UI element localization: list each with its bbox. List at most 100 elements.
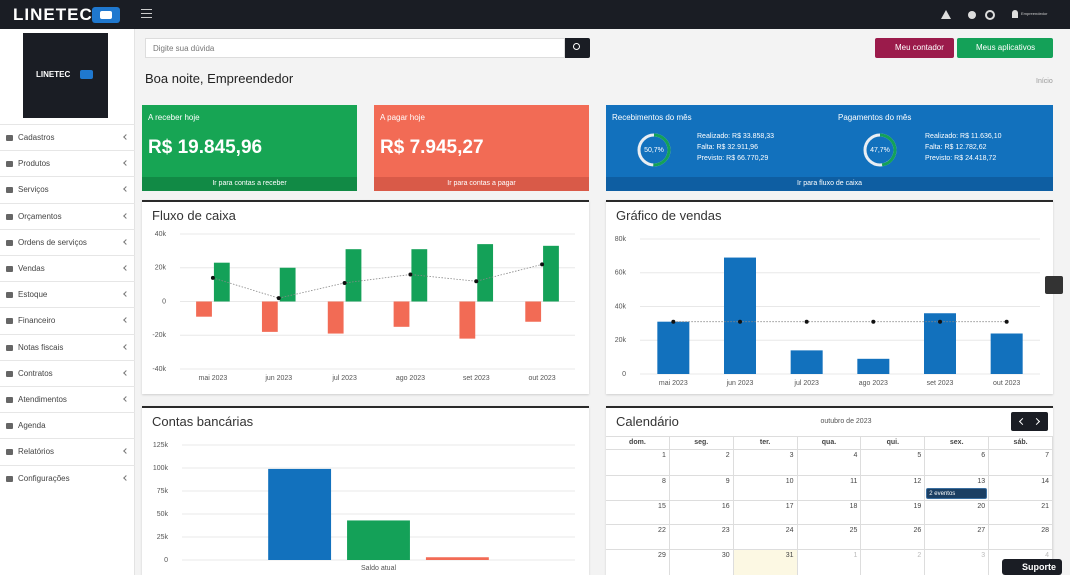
- day-cell[interactable]: 3: [733, 450, 798, 476]
- bar: [279, 267, 296, 302]
- day-cell[interactable]: 1: [606, 450, 670, 476]
- menu-label[interactable]: Agenda: [18, 421, 46, 431]
- card-title: A pagar hoje: [380, 113, 425, 122]
- menu-item[interactable]: Produtos: [0, 150, 135, 176]
- day-cell[interactable]: 17: [733, 501, 798, 525]
- y-tick-label: 125k: [153, 442, 169, 449]
- day-cell[interactable]: 18: [797, 501, 862, 525]
- donut-arc: [637, 133, 671, 167]
- donut-label: 47,7%: [870, 147, 890, 154]
- menu-icon: [6, 475, 13, 482]
- day-cell[interactable]: 13: [925, 476, 990, 501]
- menu-label[interactable]: Ordens de serviços: [18, 237, 87, 247]
- bar: [327, 301, 344, 334]
- event[interactable]: 2 eventos: [926, 488, 988, 499]
- day-cell[interactable]: 21: [989, 501, 1053, 525]
- day-cell[interactable]: 5: [861, 450, 926, 476]
- topbar-icons[interactable]: [940, 8, 1000, 22]
- point: [1004, 319, 1009, 324]
- accounts-panel: Contas bancárias 125k 100k 75k 50k 25k 0 Saldo…: [142, 406, 589, 575]
- side-toggle[interactable]: [1045, 276, 1063, 294]
- point: [871, 319, 876, 324]
- menu-item[interactable]: Notas fiscais: [0, 333, 135, 360]
- day-cell[interactable]: 16: [669, 501, 734, 525]
- search-button[interactable]: [565, 38, 590, 58]
- day-cell[interactable]: 14: [989, 476, 1053, 501]
- day-cell[interactable]: 27: [925, 525, 990, 550]
- menu-item[interactable]: Relatórios: [0, 438, 135, 464]
- day-cell[interactable]: 11: [797, 476, 862, 501]
- calendar-nav[interactable]: [1011, 412, 1048, 431]
- group-line: Falta: R$ 32.911,96: [697, 144, 758, 151]
- cashflow-chart: 40k 20k 0 -20k -40k mai 2023 jun 2023 jul 2023 a…: [152, 231, 575, 382]
- day-cell[interactable]: 26: [861, 525, 926, 550]
- day-cell[interactable]: 29: [606, 550, 670, 575]
- day-cell[interactable]: 7: [989, 450, 1053, 476]
- bar: [261, 301, 278, 332]
- user-name[interactable]: Empreendedor: [1021, 11, 1048, 16]
- day-cell[interactable]: 3: [925, 550, 990, 575]
- day-cell[interactable]: 2: [861, 550, 926, 575]
- menu-toggle[interactable]: [141, 9, 152, 18]
- day-cell[interactable]: 23: [669, 525, 734, 550]
- day-cell[interactable]: 15: [606, 501, 670, 525]
- day-cell[interactable]: 4: [797, 450, 862, 476]
- menu-item[interactable]: Configurações: [0, 464, 135, 491]
- menu-label[interactable]: Orçamentos: [18, 211, 62, 221]
- group-line: Realizado: R$ 11.636,10: [925, 133, 1002, 140]
- day-cell[interactable]: 12: [861, 476, 926, 501]
- menu-label[interactable]: Relatórios: [18, 447, 55, 457]
- menu-label[interactable]: Vendas: [18, 264, 45, 273]
- menu-label[interactable]: Estoque: [18, 290, 48, 300]
- menu-item[interactable]: Atendimentos: [0, 386, 135, 412]
- apps-button[interactable]: Meus aplicativos: [957, 38, 1053, 58]
- x-tick-label: out 2023: [993, 380, 1020, 387]
- menu-item[interactable]: Agenda: [0, 412, 135, 438]
- day-cell[interactable]: 30: [670, 550, 734, 575]
- day-cell[interactable]: 6: [925, 450, 990, 476]
- menu-label[interactable]: Cadastros: [18, 133, 55, 142]
- menu-label[interactable]: Contratos: [18, 368, 53, 378]
- menu-item[interactable]: Contratos: [0, 359, 135, 386]
- day-cell[interactable]: 2: [669, 450, 734, 476]
- menu-item[interactable]: Cadastros: [0, 124, 135, 150]
- y-tick-label: -40k: [152, 366, 166, 373]
- menu-item[interactable]: Ordens de serviços: [0, 228, 135, 255]
- menu-item[interactable]: Vendas: [0, 255, 135, 281]
- card-link[interactable]: Ir para contas a pagar: [374, 177, 589, 191]
- day-cell[interactable]: 25: [797, 525, 862, 550]
- day-cell[interactable]: 10: [733, 476, 798, 501]
- support-button[interactable]: Suporte: [1002, 559, 1062, 575]
- menu-icon: [6, 370, 13, 377]
- menu-item[interactable]: Financeiro: [0, 307, 135, 333]
- day-cell[interactable]: 20: [925, 501, 990, 525]
- menu-chevron: [123, 212, 129, 219]
- menu-item[interactable]: Orçamentos: [0, 202, 135, 229]
- menu-label[interactable]: Serviços: [18, 185, 49, 195]
- card-link[interactable]: Ir para fluxo de caixa: [606, 177, 1053, 191]
- menu-label[interactable]: Configurações: [18, 473, 70, 483]
- day-cell[interactable]: 28: [989, 525, 1053, 550]
- bar: [543, 245, 559, 302]
- day-cell[interactable]: 1: [798, 550, 862, 575]
- menu-item[interactable]: Estoque: [0, 281, 135, 307]
- day-cell[interactable]: 24: [733, 525, 798, 550]
- search-input[interactable]: Digite sua dúvida: [145, 38, 565, 58]
- menu-label[interactable]: Financeiro: [18, 316, 56, 326]
- card-link[interactable]: Ir para contas a receber: [142, 177, 357, 191]
- day-cell[interactable]: 31: [733, 550, 798, 575]
- day-cell[interactable]: 8: [606, 476, 670, 501]
- day-cell[interactable]: 9: [669, 476, 734, 501]
- menu-label[interactable]: Notas fiscais: [18, 342, 64, 352]
- day-cell[interactable]: 19: [861, 501, 926, 525]
- user-icon[interactable]: [1012, 10, 1018, 18]
- bar: [790, 350, 823, 374]
- accountant-button[interactable]: Meu contador: [875, 38, 954, 58]
- y-tick-label: 50k: [157, 511, 169, 518]
- menu-chevron: [123, 186, 129, 193]
- menu-label[interactable]: Atendimentos: [18, 395, 67, 404]
- menu-label[interactable]: Produtos: [18, 159, 51, 169]
- day-cell[interactable]: 22: [606, 525, 670, 550]
- menu-item[interactable]: Serviços: [0, 176, 135, 202]
- breadcrumb[interactable]: Início: [1036, 78, 1053, 85]
